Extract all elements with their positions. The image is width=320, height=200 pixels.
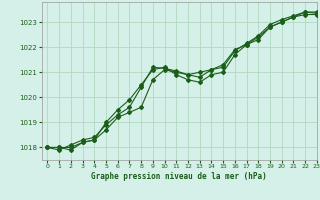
X-axis label: Graphe pression niveau de la mer (hPa): Graphe pression niveau de la mer (hPa) [91, 172, 267, 181]
